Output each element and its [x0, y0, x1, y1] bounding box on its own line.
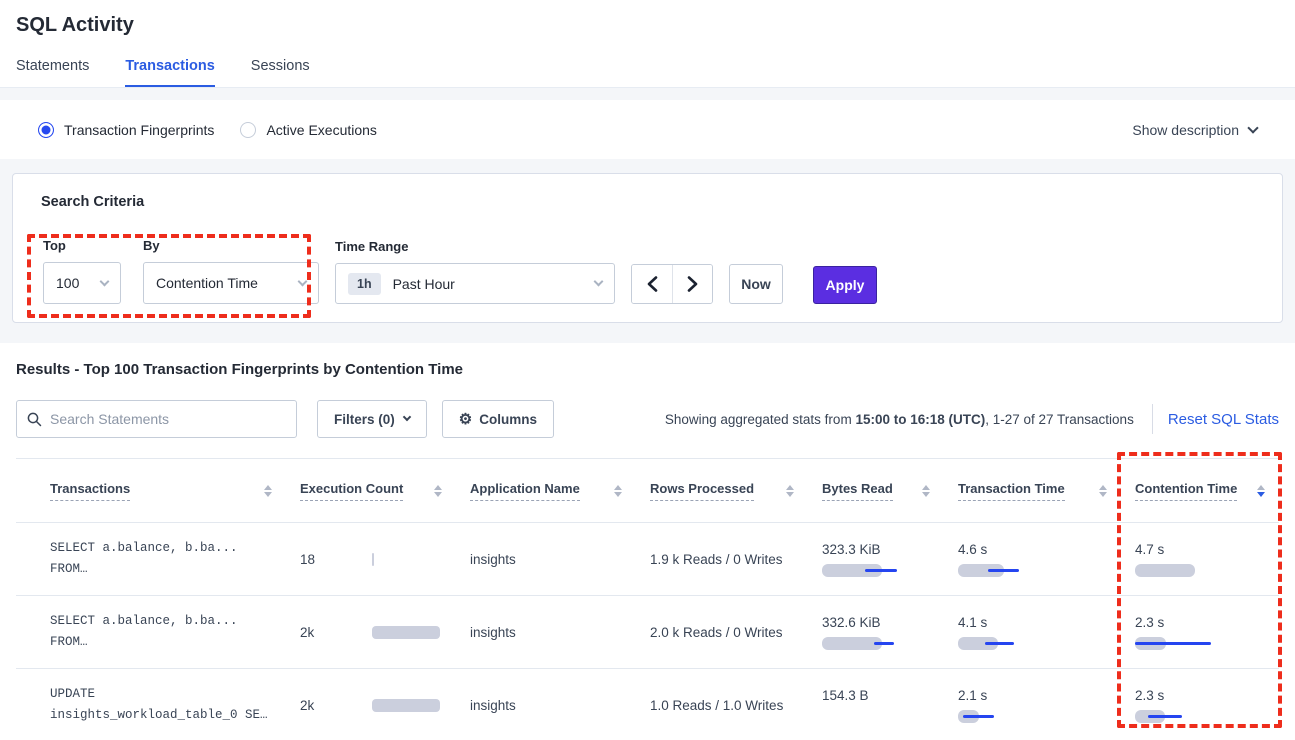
table-row[interactable]: SELECT a.balance, b.ba... FROM… 2k insigh…: [16, 596, 1279, 669]
table-header-row: Transactions Execution Count Application…: [16, 459, 1279, 523]
time-range-badge: 1h: [348, 272, 381, 295]
now-button[interactable]: Now: [729, 264, 783, 304]
columns-button-label: Columns: [479, 411, 537, 427]
sort-icon[interactable]: [434, 484, 442, 497]
transactions-table: Transactions Execution Count Application…: [16, 458, 1279, 740]
apply-button[interactable]: Apply: [813, 266, 877, 304]
execution-count-cell: 18: [286, 552, 456, 567]
sort-icon[interactable]: [1099, 484, 1107, 497]
tab-transactions[interactable]: Transactions: [125, 58, 215, 87]
header-bytes-read: Bytes Read: [808, 481, 944, 501]
reset-sql-stats-link[interactable]: Reset SQL Stats: [1167, 410, 1279, 428]
application-name-cell: insights: [470, 551, 516, 567]
rows-processed-cell: 2.0 k Reads / 0 Writes: [650, 624, 783, 640]
bytes-read-cell: 323.3 KiB: [808, 542, 944, 577]
table-row[interactable]: SELECT a.balance, b.ba... FROM… 18 insigh…: [16, 523, 1279, 596]
tab-sessions[interactable]: Sessions: [250, 58, 310, 74]
application-name-cell: insights: [470, 697, 516, 713]
sort-icon[interactable]: [264, 484, 272, 497]
divider: [1151, 404, 1153, 434]
header-transaction-time: Transaction Time: [944, 481, 1121, 501]
time-range-select[interactable]: 1h Past Hour: [335, 263, 615, 304]
table-body: SELECT a.balance, b.ba... FROM… 18 insigh…: [16, 523, 1279, 740]
show-description-toggle[interactable]: Show description: [1132, 121, 1259, 138]
criteria-fields: Top 100 By Contention Time Time Range 1h…: [41, 238, 1254, 304]
show-description-label: Show description: [1132, 121, 1239, 138]
results-controls: Filters (0) ⚙ Columns Showing aggregated…: [16, 400, 1279, 438]
transaction-time-cell: 2.1 s: [944, 688, 1121, 723]
bytes-read-cell: 154.3 B: [822, 687, 869, 703]
header-contention-time: Contention Time: [1121, 481, 1279, 501]
table-row[interactable]: UPDATE insights_workload_table_0 SE… 2k i…: [16, 669, 1279, 740]
by-label: By: [143, 238, 160, 253]
gear-icon: ⚙: [458, 411, 473, 428]
contention-time-cell: 2.3 s: [1121, 615, 1279, 650]
radio-transaction-fingerprints[interactable]: Transaction Fingerprints: [38, 121, 215, 138]
contention-time-cell: 4.7 s: [1121, 542, 1279, 577]
search-criteria-heading: Search Criteria: [41, 194, 145, 210]
time-range-pager: [631, 264, 713, 304]
rows-processed-cell: 1.9 k Reads / 0 Writes: [650, 551, 783, 567]
header-application-name: Application Name: [456, 481, 636, 501]
execution-count-cell: 2k: [286, 698, 456, 713]
radio-fingerprints-label: Transaction Fingerprints: [64, 121, 215, 138]
chevron-down-icon: [99, 276, 110, 286]
chevron-down-icon: [297, 276, 308, 286]
rows-processed-cell: 1.0 Reads / 1.0 Writes: [650, 697, 784, 713]
header-rows-processed: Rows Processed: [636, 481, 808, 501]
results-section: Results - Top 100 Transaction Fingerprin…: [0, 343, 1295, 740]
sort-icon[interactable]: [786, 484, 794, 497]
filters-button[interactable]: Filters (0): [317, 400, 427, 438]
prev-time-button[interactable]: [632, 265, 672, 303]
time-range-label: Time Range: [335, 239, 409, 254]
application-name-cell: insights: [470, 624, 516, 640]
aggregated-stats-text: Showing aggregated stats from 15:00 to 1…: [664, 411, 1134, 427]
results-heading: Results - Top 100 Transaction Fingerprin…: [16, 361, 464, 378]
page-header: SQL Activity Statements Transactions Ses…: [0, 0, 1295, 88]
chevron-down-icon: [1247, 121, 1259, 134]
bytes-read-cell: 332.6 KiB: [808, 615, 944, 650]
time-range-field: Time Range 1h Past Hour: [335, 239, 615, 304]
radio-active-exec-label: Active Executions: [266, 121, 377, 138]
search-icon: [27, 412, 42, 426]
radio-active-executions[interactable]: Active Executions: [240, 121, 377, 138]
chevron-down-icon: [593, 276, 604, 287]
radio-selected-icon[interactable]: [38, 121, 54, 138]
top-label: Top: [43, 238, 66, 253]
transaction-fingerprint-link[interactable]: SELECT a.balance, b.ba... FROM…: [50, 614, 238, 649]
angle-left-icon: [647, 276, 657, 292]
sort-icon[interactable]: [922, 484, 930, 497]
by-select-value: Contention Time: [156, 275, 258, 291]
transaction-time-cell: 4.1 s: [944, 615, 1121, 650]
page-title: SQL Activity: [16, 14, 134, 36]
execution-count-cell: 2k: [286, 625, 456, 640]
next-time-button[interactable]: [672, 265, 712, 303]
header-execution-count: Execution Count: [286, 481, 456, 501]
search-statements-box: [16, 400, 297, 438]
columns-button[interactable]: ⚙ Columns: [441, 400, 554, 438]
tab-statements[interactable]: Statements: [16, 58, 90, 74]
chevron-down-icon: [402, 412, 412, 422]
angle-right-icon: [687, 276, 698, 292]
sort-icon[interactable]: [614, 484, 622, 497]
transaction-fingerprint-link[interactable]: UPDATE insights_workload_table_0 SE…: [50, 687, 268, 722]
header-transactions: Transactions: [16, 481, 286, 501]
search-criteria-card: Search Criteria Top 100 By Contention Ti…: [12, 173, 1283, 323]
top-field: Top 100: [43, 238, 121, 304]
search-statements-input[interactable]: [50, 411, 286, 427]
top-select[interactable]: 100: [43, 262, 121, 304]
by-field: By Contention Time: [143, 238, 319, 304]
contention-time-cell: 2.3 s: [1121, 688, 1279, 723]
time-range-value: Past Hour: [392, 275, 455, 292]
transaction-time-cell: 4.6 s: [944, 542, 1121, 577]
tab-bar: Statements Transactions Sessions: [16, 58, 1279, 87]
top-select-value: 100: [56, 275, 80, 291]
transaction-fingerprint-link[interactable]: SELECT a.balance, b.ba... FROM…: [50, 541, 238, 576]
radio-unselected-icon[interactable]: [240, 121, 257, 138]
sort-icon-active[interactable]: [1257, 484, 1265, 497]
view-toggle-band: Transaction Fingerprints Active Executio…: [0, 100, 1295, 159]
filters-button-label: Filters (0): [334, 411, 395, 427]
by-select[interactable]: Contention Time: [143, 262, 319, 304]
